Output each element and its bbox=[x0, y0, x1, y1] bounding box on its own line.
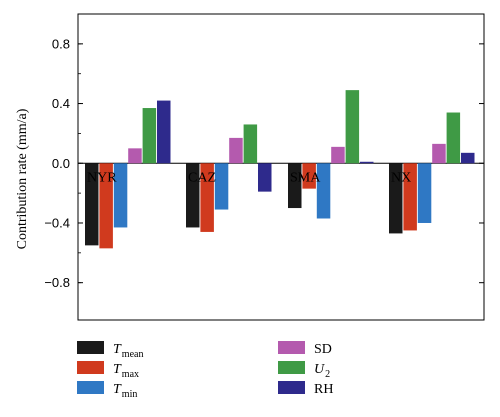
legend-label-sub: min bbox=[122, 389, 138, 400]
legend-swatch bbox=[278, 361, 305, 374]
bar-sma-u2 bbox=[345, 90, 360, 164]
category-label: CAZ bbox=[188, 170, 216, 185]
legend-label-main: T bbox=[113, 382, 122, 397]
bar-sma-tmax bbox=[302, 163, 316, 189]
y-tick-label: 0.8 bbox=[52, 36, 70, 51]
bar-nx-tmin bbox=[417, 163, 432, 223]
legend-label-main: U bbox=[314, 362, 325, 377]
legend-label: Tmax bbox=[113, 362, 139, 380]
bar-nyr-tmean bbox=[85, 163, 99, 246]
bar-nx-rh bbox=[461, 152, 475, 164]
category-label: NX bbox=[391, 170, 411, 185]
legend-label: SD bbox=[314, 342, 332, 357]
y-tick-label: 0.4 bbox=[52, 96, 70, 111]
bar-sma-tmean bbox=[288, 163, 302, 209]
bar-caz-rh bbox=[258, 163, 272, 192]
legend-label: Tmean bbox=[113, 342, 143, 360]
bar-nyr-tmin bbox=[113, 163, 128, 228]
bar-nyr-u2 bbox=[142, 108, 157, 164]
y-tick-label: −0.4 bbox=[44, 215, 70, 230]
legend-label: U2 bbox=[314, 362, 330, 380]
legend-label-sub: mean bbox=[122, 349, 144, 360]
legend-label-main: T bbox=[113, 342, 122, 357]
bar-caz-tmean bbox=[186, 163, 200, 228]
y-axis-label: Contribution rate (mm/a) bbox=[15, 108, 30, 249]
bar-nyr-rh bbox=[157, 100, 171, 164]
legend-label-main: SD bbox=[314, 342, 332, 357]
legend-swatch bbox=[278, 381, 305, 394]
legend-swatch bbox=[77, 361, 104, 374]
bar-caz-tmax bbox=[200, 163, 214, 232]
plot-frame bbox=[77, 13, 485, 321]
y-tick-label: −0.8 bbox=[44, 275, 70, 290]
bar-caz-tmin bbox=[214, 163, 229, 210]
bar-sma-rh bbox=[360, 161, 374, 164]
legend-label: RH bbox=[314, 382, 333, 397]
bar-caz-u2 bbox=[243, 124, 258, 164]
bar-nx-tmax bbox=[403, 163, 417, 231]
legend-label: Tmin bbox=[113, 382, 137, 400]
legend-swatch bbox=[77, 341, 104, 354]
bar-nyr-sd bbox=[128, 148, 142, 164]
bar-sma-sd bbox=[331, 146, 345, 164]
bar-nx-sd bbox=[432, 143, 446, 164]
legend-swatch bbox=[278, 341, 305, 354]
bar-nyr-tmax bbox=[99, 163, 113, 249]
legend-label-main: RH bbox=[314, 382, 333, 397]
bar-sma-tmin bbox=[316, 163, 331, 219]
bar-nx-tmean bbox=[389, 163, 403, 234]
legend-swatch bbox=[77, 381, 104, 394]
legend-label-sub: 2 bbox=[325, 369, 330, 380]
bar-nx-u2 bbox=[446, 112, 461, 164]
y-tick-label: 0.0 bbox=[52, 156, 70, 171]
legend-label-main: T bbox=[113, 362, 122, 377]
bar-caz-sd bbox=[229, 137, 243, 164]
legend-label-sub: max bbox=[122, 369, 139, 380]
category-label: NYR bbox=[87, 170, 117, 185]
category-label: SMA bbox=[290, 170, 321, 185]
